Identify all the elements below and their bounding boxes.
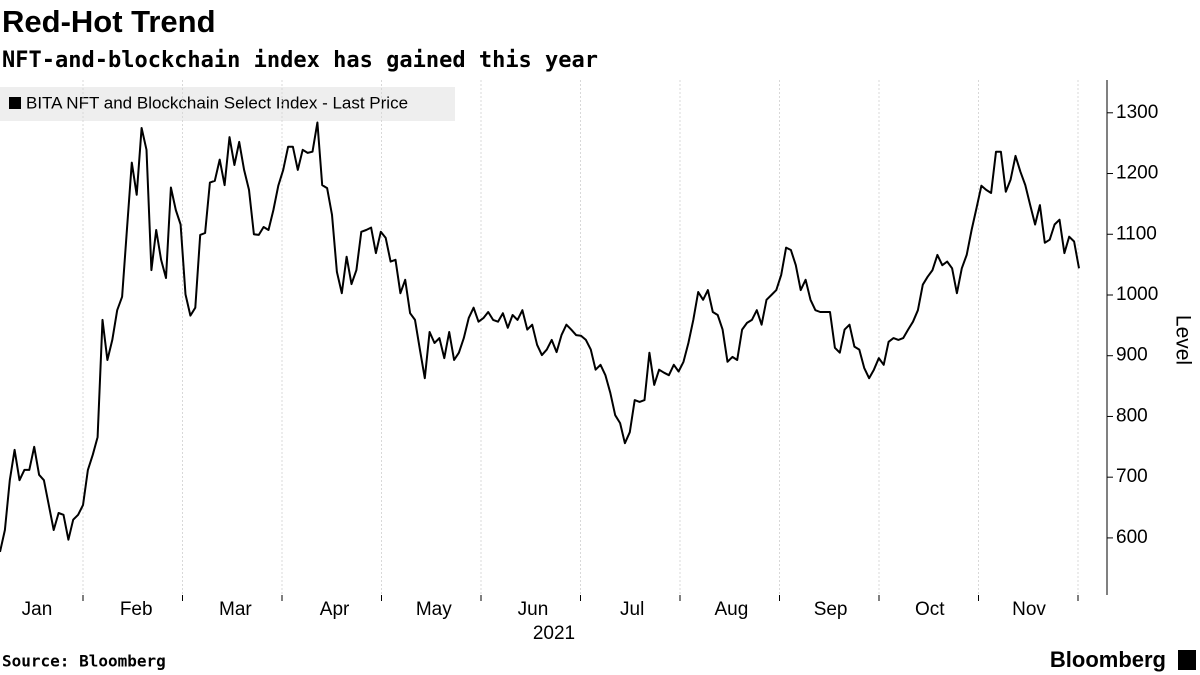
x-tick-label: Oct (915, 599, 945, 620)
brand-icon (1178, 650, 1196, 670)
y-tick-label: 1100 (1116, 223, 1157, 244)
y-tick-label: 1200 (1116, 163, 1158, 184)
legend-label: BITA NFT and Blockchain Select Index - L… (26, 93, 408, 112)
chart-title: Red-Hot Trend (2, 4, 216, 39)
x-sublabel: 2021 (533, 623, 575, 644)
y-tick-label: 800 (1116, 405, 1148, 426)
x-tick-label: Jul (620, 599, 644, 620)
y-tick-label: 900 (1116, 345, 1148, 366)
y-tick-label: 1300 (1116, 102, 1158, 123)
x-tick-label: Feb (120, 599, 153, 620)
chart-subtitle: NFT-and-blockchain index has gained this… (2, 48, 598, 73)
legend-box (0, 87, 455, 121)
y-tick-label: 700 (1116, 466, 1148, 487)
source: Source: Bloomberg (2, 652, 166, 671)
x-tick-label: Apr (320, 599, 350, 620)
price-line (0, 121, 1080, 553)
x-tick-label: Sep (814, 599, 848, 620)
x-tick-label: Jan (22, 599, 53, 620)
y-tick-label: 1000 (1116, 284, 1158, 305)
legend-swatch (9, 97, 21, 109)
y-tick-label: 600 (1116, 527, 1148, 548)
x-tick-label: Nov (1012, 599, 1046, 620)
x-tick-label: May (416, 599, 452, 620)
x-tick-label: Aug (714, 599, 748, 620)
brand: Bloomberg (1050, 647, 1166, 672)
x-tick-label: Mar (219, 599, 252, 620)
x-tick-label: Jun (518, 599, 549, 620)
y-axis-label: Level (1171, 315, 1194, 365)
